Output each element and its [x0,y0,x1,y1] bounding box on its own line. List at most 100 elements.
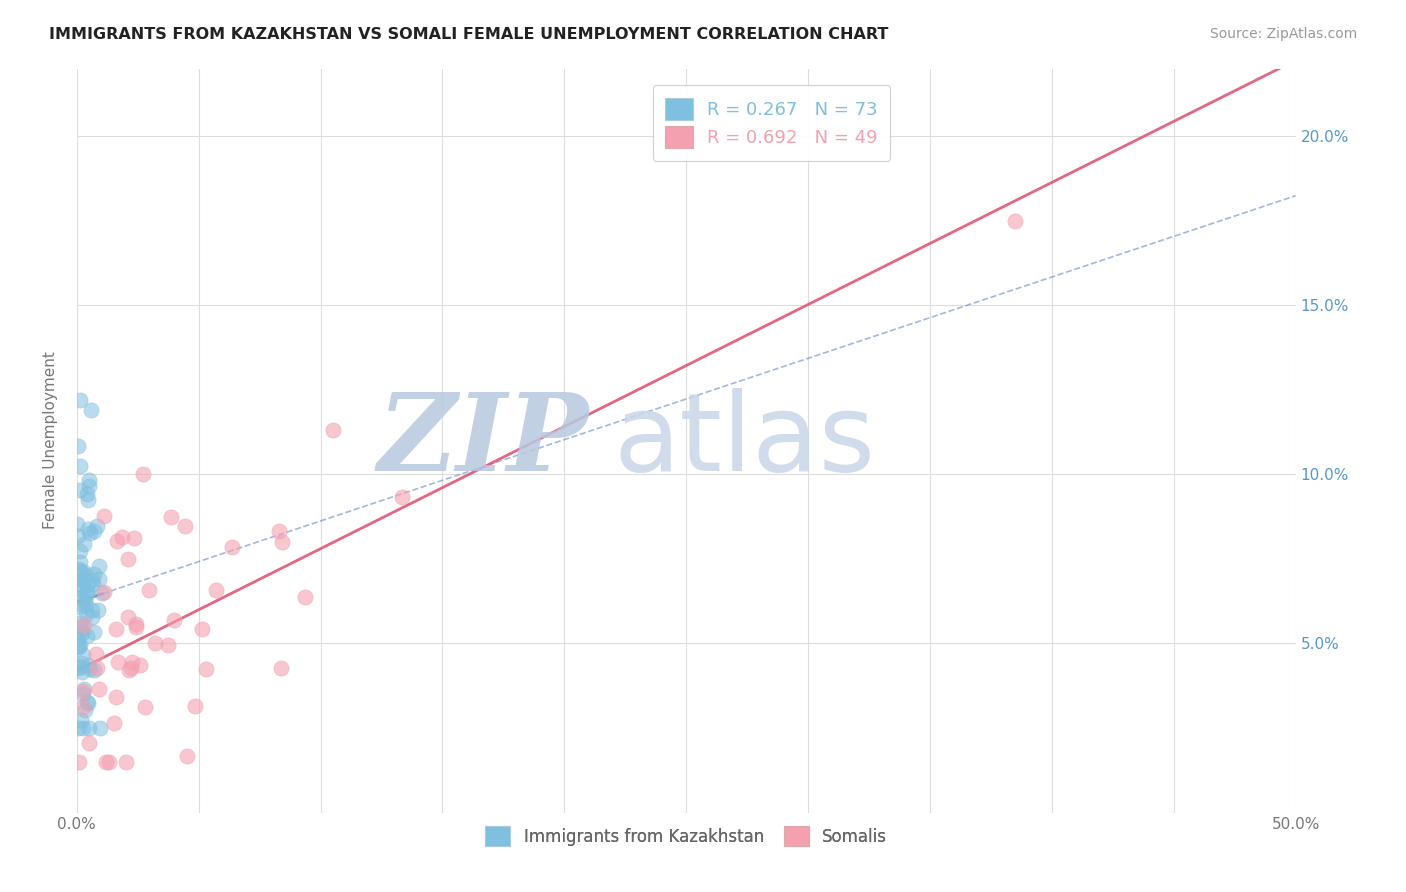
Point [76,583,98,598]
Point [129,657,152,672]
Point [83,524,105,539]
Point [138,582,160,597]
Point [91,586,114,600]
Point [69,555,91,569]
Point [72,599,94,613]
Point [87,603,110,617]
Point [67,529,90,543]
Point [73,537,96,551]
Point [82,573,104,587]
Point [89,558,111,573]
Point [76,487,98,501]
Point [70,626,93,640]
Point [69,458,91,473]
Point [270,661,292,675]
Point [77,736,100,750]
Point [79,478,101,492]
Point [98,755,121,769]
Point [67,661,90,675]
Point [111,529,134,543]
Point [86,647,108,661]
Point [1004,213,1026,227]
Point [174,519,197,533]
Point [117,609,139,624]
Point [163,613,186,627]
Point [204,582,226,597]
Point [72,684,94,698]
Point [160,510,183,524]
Point [69,483,91,498]
Point [117,552,139,566]
Point [93,584,115,599]
Text: ZIP: ZIP [377,387,589,493]
Point [105,690,128,704]
Point [190,623,212,637]
Point [72,721,94,735]
Point [69,392,91,407]
Text: atlas: atlas [613,387,875,493]
Point [121,655,143,669]
Point [75,593,97,607]
Point [86,661,108,675]
Point [322,424,344,438]
Point [82,609,104,624]
Point [73,681,96,696]
Point [76,493,98,508]
Point [104,622,127,636]
Point [176,748,198,763]
Point [83,663,105,677]
Point [221,540,243,554]
Point [73,565,96,579]
Point [83,625,105,640]
Point [69,638,91,652]
Point [76,586,98,600]
Point [143,636,166,650]
Legend: Immigrants from Kazakhstan, Somalis: Immigrants from Kazakhstan, Somalis [475,816,897,856]
Point [79,526,101,541]
Point [67,755,90,769]
Point [93,509,115,524]
Point [76,577,98,591]
Point [107,655,129,669]
Point [89,682,111,697]
Point [125,619,148,633]
Point [124,531,146,545]
Point [70,656,93,670]
Point [80,602,103,616]
Point [72,648,94,662]
Point [76,629,98,643]
Point [72,574,94,588]
Point [267,524,290,538]
Point [70,619,93,633]
Point [120,660,142,674]
Point [72,618,94,632]
Point [79,662,101,676]
Point [69,543,91,558]
Point [69,659,91,673]
Point [72,687,94,701]
Point [67,640,90,654]
Point [82,577,104,591]
Point [69,615,91,630]
Point [294,590,316,604]
Point [75,607,97,621]
Point [67,632,90,647]
Point [67,561,90,575]
Point [66,517,89,532]
Point [77,721,100,735]
Point [94,755,117,769]
Point [271,535,294,549]
Point [76,695,98,709]
Text: IMMIGRANTS FROM KAZAKHSTAN VS SOMALI FEMALE UNEMPLOYMENT CORRELATION CHART: IMMIGRANTS FROM KAZAKHSTAN VS SOMALI FEM… [49,27,889,42]
Point [67,581,90,595]
Point [391,491,413,505]
Point [157,638,180,652]
Point [86,519,108,533]
Point [66,639,89,653]
Point [77,473,100,487]
Point [89,721,111,735]
Point [105,534,128,549]
Text: Source: ZipAtlas.com: Source: ZipAtlas.com [1209,27,1357,41]
Point [73,703,96,717]
Point [103,715,125,730]
